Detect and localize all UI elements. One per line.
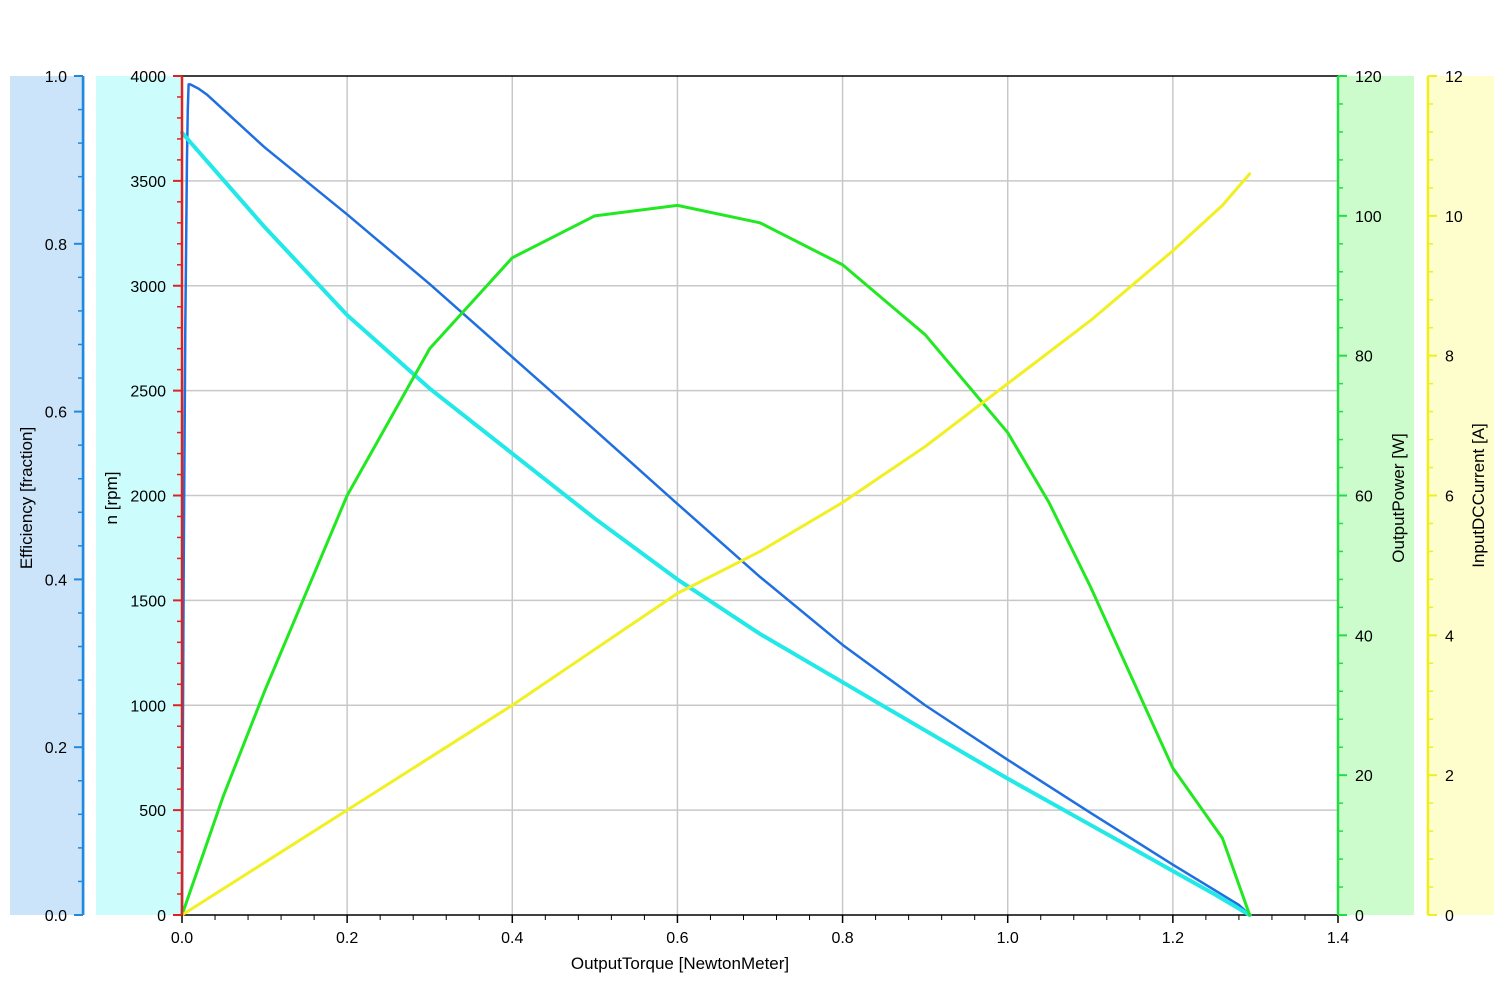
efficiency-tick-label: 0.2 <box>45 740 67 757</box>
power-tick-label: 0 <box>1355 908 1364 925</box>
x-tick-label: 1.0 <box>997 930 1019 947</box>
x-tick-label: 0.8 <box>831 930 853 947</box>
speed-tick-label: 0 <box>157 908 166 925</box>
power-axis-band <box>1338 76 1414 915</box>
axis-bands <box>10 76 1494 915</box>
efficiency-axis-band <box>10 76 85 915</box>
speed-tick-label: 2500 <box>130 384 166 401</box>
efficiency-tick-label: 0.0 <box>45 908 67 925</box>
power-tick-label: 80 <box>1355 349 1373 366</box>
power-series-line <box>180 203 1252 917</box>
grid-lines <box>182 76 1338 915</box>
x-tick-label: 1.4 <box>1327 930 1349 947</box>
x-tick-label: 0.4 <box>501 930 523 947</box>
axes-layer: 0.0 0.2 0.4 0.6 0.8 1.0 1.2 1.4 0.0 0.2 0.4 0.6 0.8 1… <box>45 69 1463 947</box>
speed-tick-label: 1000 <box>130 698 166 715</box>
plot-frame <box>182 75 1338 916</box>
current-tick-label: 10 <box>1445 209 1463 226</box>
current-axis-title: InputDCCurrent [A] <box>1469 423 1488 568</box>
power-tick-label: 120 <box>1355 69 1382 86</box>
efficiency-tick-label: 0.6 <box>45 405 67 422</box>
efficiency-axis-title: Efficiency [fraction] <box>17 427 36 569</box>
current-tick-label: 4 <box>1445 628 1454 645</box>
speed-tick-label: 3500 <box>130 174 166 191</box>
efficiency-tick-label: 1.0 <box>45 69 67 86</box>
series-layer <box>180 83 1252 917</box>
current-series-line <box>180 172 1252 917</box>
current-tick-label: 2 <box>1445 768 1454 785</box>
efficiency-series-line <box>180 83 1251 917</box>
speed-tick-label: 1500 <box>130 593 166 610</box>
current-axis-band <box>1426 76 1494 915</box>
efficiency-tick-label: 0.8 <box>45 237 67 254</box>
speed-series-line <box>180 130 1252 917</box>
power-tick-label: 20 <box>1355 768 1373 785</box>
current-tick-label: 12 <box>1445 69 1463 86</box>
x-tick-label: 0.2 <box>336 930 358 947</box>
efficiency-tick-label: 0.4 <box>45 572 67 589</box>
power-tick-label: 100 <box>1355 209 1382 226</box>
speed-tick-label: 3000 <box>130 279 166 296</box>
x-tick-label: 0.0 <box>171 930 193 947</box>
power-tick-label: 60 <box>1355 489 1373 506</box>
speed-tick-label: 2000 <box>130 489 166 506</box>
speed-tick-label: 500 <box>139 803 166 820</box>
speed-axis-title: n [rpm] <box>102 472 121 525</box>
x-axis-title: OutputTorque [NewtonMeter] <box>571 954 789 973</box>
x-tick-label: 0.6 <box>666 930 688 947</box>
speed-tick-label: 4000 <box>130 69 166 86</box>
x-tick-label: 1.2 <box>1162 930 1184 947</box>
current-tick-label: 6 <box>1445 489 1454 506</box>
power-tick-label: 40 <box>1355 628 1373 645</box>
current-tick-label: 8 <box>1445 349 1454 366</box>
speed-axis-band <box>96 76 182 915</box>
current-tick-label: 0 <box>1445 908 1454 925</box>
power-axis-title: OutputPower [W] <box>1389 433 1408 562</box>
